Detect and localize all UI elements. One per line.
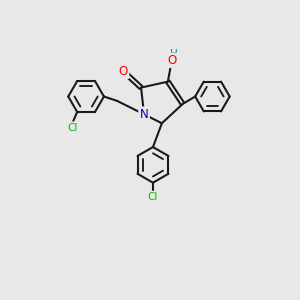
Text: O: O <box>118 65 128 78</box>
Text: Cl: Cl <box>148 192 158 202</box>
Text: N: N <box>140 108 148 121</box>
Text: Cl: Cl <box>68 123 78 133</box>
Text: H: H <box>170 49 178 59</box>
Text: O: O <box>168 54 177 67</box>
